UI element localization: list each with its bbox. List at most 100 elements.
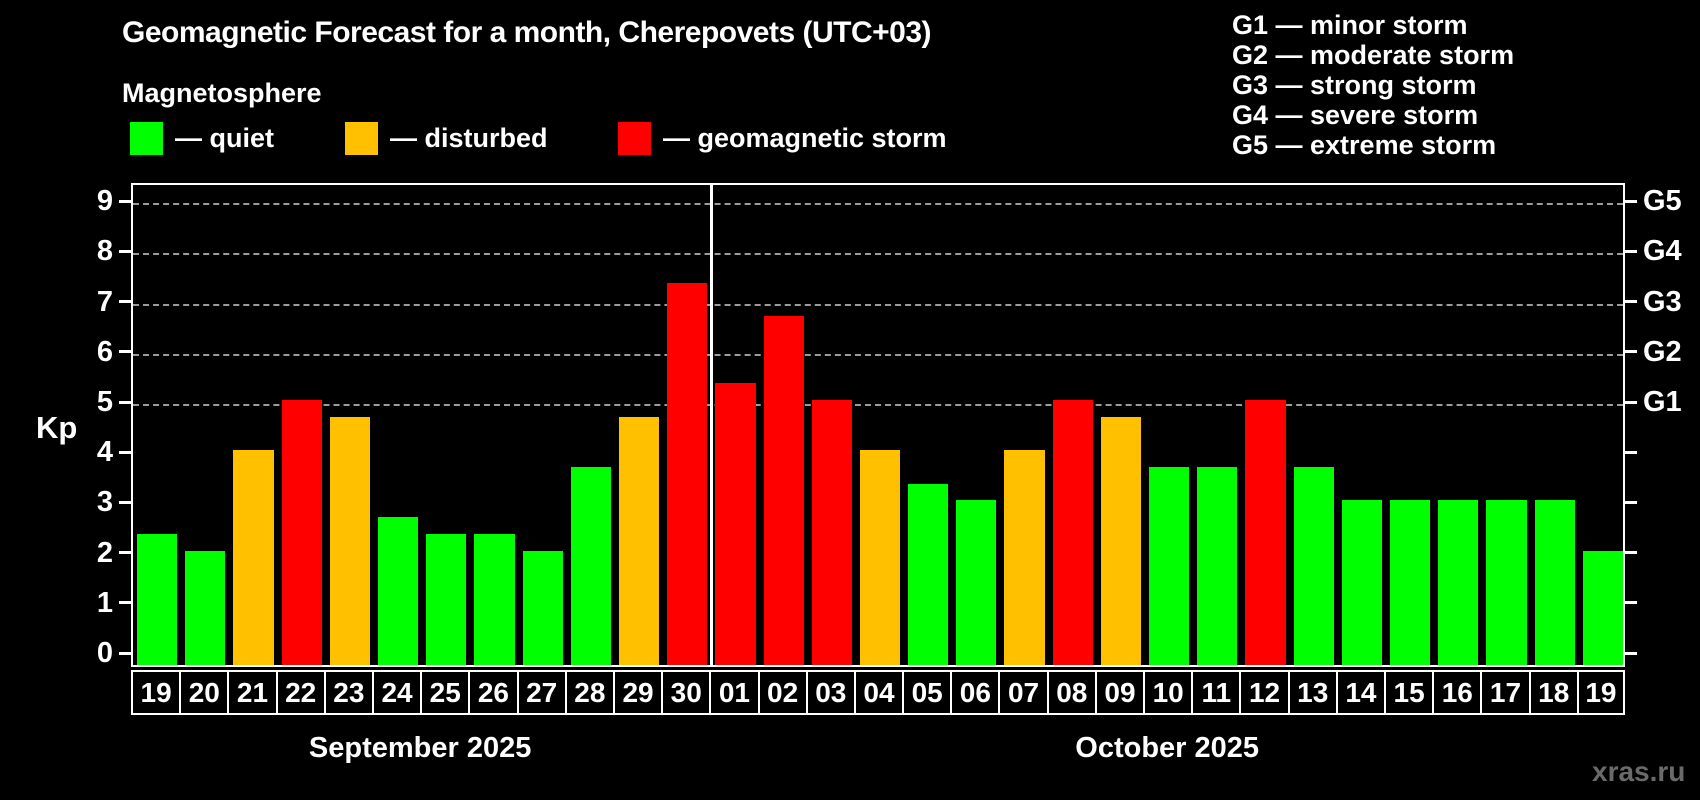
legend-item-disturbed: — disturbed [345, 120, 548, 156]
right-tick-kp-6 [1625, 350, 1637, 354]
day-label-30-sep: 30 [661, 670, 710, 715]
kp-bar-day-03-oct [811, 400, 852, 665]
day-label-29-sep: 29 [612, 670, 662, 715]
g4-legend-line: G4 — severe storm [1232, 100, 1479, 130]
day-label-26-sep: 26 [468, 670, 517, 715]
day-label-19-sep: 19 [131, 670, 180, 715]
y-tick-label-5: 5 [96, 386, 113, 418]
right-tick-kp-9 [1625, 199, 1637, 203]
y-tick-label-2: 2 [96, 536, 113, 569]
day-label-05-oct: 05 [902, 670, 951, 715]
gridline-kp-8 [133, 253, 1623, 256]
kp-bar-day-01-oct [715, 383, 756, 665]
kp-bar-day-09-oct [1100, 416, 1142, 665]
left-tick-kp-2 [119, 551, 131, 555]
right-tick-kp-8 [1625, 249, 1637, 253]
disturbed-label: — disturbed [390, 122, 548, 153]
day-label-03-oct: 03 [805, 670, 854, 715]
day-label-07-oct: 07 [998, 670, 1047, 715]
day-label-08-oct: 08 [1046, 670, 1095, 715]
left-tick-kp-7 [119, 300, 131, 304]
y-tick-label-3: 3 [96, 486, 113, 519]
kp-bar-day-25-sep [426, 534, 467, 665]
y-tick-label-6: 6 [96, 335, 113, 368]
y-tick-label-4: 4 [96, 436, 113, 469]
kp-bar-day-11-oct [1197, 466, 1238, 665]
month-separator-line [709, 185, 713, 665]
left-tick-kp-9 [119, 199, 131, 203]
kp-bar-day-07-oct [1004, 450, 1045, 665]
y-tick-label-0: 0 [96, 637, 113, 669]
legend-item-quiet: — quiet [130, 120, 274, 156]
kp-bar-day-15-oct [1390, 500, 1431, 665]
day-label-02-oct: 02 [757, 670, 806, 715]
right-tick-kp-4 [1625, 450, 1637, 454]
storm-color-swatch [618, 121, 651, 155]
kp-bar-day-16-oct [1438, 500, 1479, 665]
day-label-14-oct: 14 [1335, 670, 1385, 715]
legend-item-storm: — geomagnetic storm [618, 120, 947, 156]
day-label-18-oct: 18 [1528, 670, 1577, 715]
y-tick-label-1: 1 [96, 586, 113, 619]
y-axis-title: Kp [36, 410, 78, 445]
day-label-12-oct: 12 [1239, 670, 1288, 715]
left-tick-kp-0 [119, 651, 131, 655]
day-label-13-oct: 13 [1287, 670, 1336, 715]
kp-bar-day-30-sep [667, 283, 708, 665]
g-scale-legend: G1 — minor storm G2 — moderate storm G3 … [1232, 10, 1514, 160]
day-label-15-oct: 15 [1384, 670, 1433, 715]
day-label-04-oct: 04 [853, 670, 903, 715]
kp-bar-day-20-sep [185, 550, 226, 665]
kp-bar-day-21-sep [233, 450, 274, 665]
gridline-kp-7 [133, 303, 1623, 306]
day-label-16-oct: 16 [1432, 670, 1481, 715]
kp-bar-day-19-sep [137, 534, 178, 665]
gridline-kp-5 [133, 404, 1623, 406]
kp-bar-day-28-sep [570, 466, 611, 665]
kp-bar-day-18-oct [1534, 500, 1575, 665]
day-label-27-sep: 27 [516, 670, 565, 715]
left-tick-kp-1 [119, 601, 131, 605]
kp-bar-day-23-sep [329, 416, 370, 665]
y-tick-label-9: 9 [96, 185, 113, 218]
kp-bar-day-13-oct [1293, 466, 1334, 665]
day-label-06-oct: 06 [950, 670, 999, 715]
right-tick-kp-7 [1625, 300, 1637, 304]
day-label-21-sep: 21 [227, 670, 276, 715]
left-tick-kp-8 [119, 249, 131, 253]
kp-bar-day-19-oct [1582, 550, 1623, 665]
g-scale-label-g1: G1 [1643, 386, 1682, 418]
kp-bar-chart [131, 183, 1625, 667]
g-scale-label-g5: G5 [1643, 185, 1682, 218]
kp-bar-day-05-oct [908, 483, 949, 665]
month-label-0: September 2025 [308, 732, 532, 764]
kp-bar-day-04-oct [859, 450, 901, 665]
g1-legend-line: G1 — minor storm [1232, 10, 1468, 40]
gridline-kp-6 [133, 353, 1623, 356]
kp-bar-day-14-oct [1341, 500, 1383, 665]
kp-bar-day-26-sep [474, 534, 515, 665]
g-scale-label-g4: G4 [1643, 235, 1682, 268]
left-tick-kp-5 [119, 400, 131, 404]
kp-bar-day-22-sep [281, 400, 322, 665]
kp-bar-day-08-oct [1052, 400, 1093, 665]
day-label-01-oct: 01 [709, 670, 758, 715]
series-legend: — quiet — disturbed — geomagnetic storm [0, 120, 1100, 156]
kp-bar-day-24-sep [377, 516, 419, 665]
kp-bar-day-02-oct [763, 316, 804, 665]
kp-bar-day-10-oct [1149, 466, 1190, 665]
g-scale-label-g3: G3 [1643, 285, 1682, 318]
quiet-color-swatch [130, 121, 163, 155]
right-tick-kp-1 [1625, 601, 1637, 605]
day-label-09-oct: 09 [1094, 670, 1144, 715]
kp-bar-day-29-sep [618, 416, 660, 665]
right-tick-kp-3 [1625, 500, 1637, 504]
kp-bar-day-17-oct [1486, 500, 1527, 665]
y-tick-label-8: 8 [96, 235, 113, 268]
day-label-22-sep: 22 [275, 670, 324, 715]
day-label-25-sep: 25 [420, 670, 469, 715]
day-label-11-oct: 11 [1191, 670, 1240, 715]
kp-bar-day-12-oct [1245, 400, 1286, 665]
g5-legend-line: G5 — extreme storm [1232, 130, 1497, 160]
day-label-17-oct: 17 [1480, 670, 1529, 715]
